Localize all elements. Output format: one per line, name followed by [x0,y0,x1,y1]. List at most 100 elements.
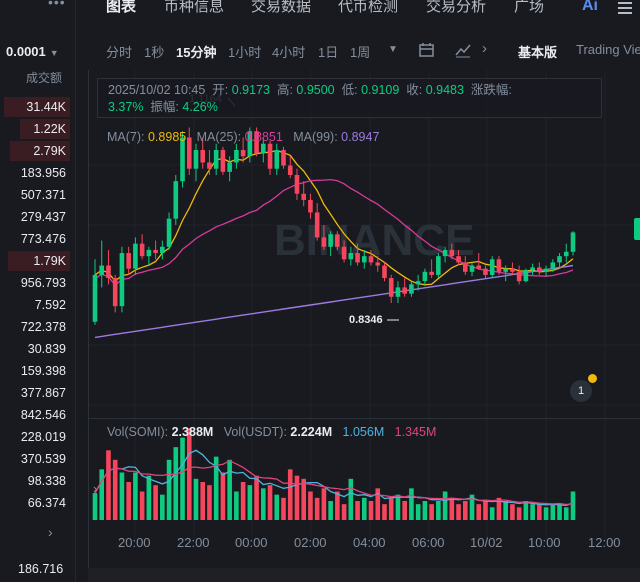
volume-bar [550,504,556,520]
volume-row: 773.476 [0,228,75,250]
volume-bar [261,488,266,520]
top-nav: 图表 币种信息 交易数据 代币检测 交易分析 广场 Ai [76,0,640,22]
volume-value: 370.539 [20,452,66,466]
candle-body [550,262,556,269]
candle-body [355,253,360,263]
amplitude-value: 4.26% [182,100,218,114]
candle-body [220,149,226,172]
ma7-label: MA(7): [107,130,145,144]
volume-bar [186,428,192,520]
tab-square[interactable]: 广场 [514,0,545,15]
timeframe-1w[interactable]: 1周 [350,45,371,60]
volume-bar [274,494,280,520]
timeframe-15m[interactable]: 15分钟 [176,45,217,60]
candle-body [126,253,131,269]
candle-body [106,265,111,279]
volume-column-header: 成交额 [26,71,63,85]
x-axis-tick-label: 06:00 [412,535,445,550]
volume-row: 159.398 [0,360,75,382]
volume-value: 159.398 [20,364,66,378]
timeframe-dropdown-icon[interactable]: ▼ [388,44,398,55]
candle-body [247,131,253,157]
ma99-value: 0.8947 [341,130,380,144]
expand-chevron-icon: › [93,481,97,496]
volume-row: 30.839 [0,338,75,360]
indicator-icon[interactable] [454,42,472,58]
volume-bar [227,459,232,520]
change-label: 涨跌幅: [470,83,512,97]
ma25-value: 0.8851 [244,130,283,144]
chevron-right-icon[interactable]: › [482,40,487,57]
volume-bar [361,497,367,520]
volume-row: 842.546 [0,404,75,426]
volume-bar [328,501,333,520]
x-axis-tick-label: 10/02 [470,535,503,550]
candle-body [321,237,327,247]
calendar-settings-icon[interactable] [418,42,436,58]
candle-body [361,256,367,263]
chevron-right-icon[interactable]: › [48,524,53,540]
volume-bar [133,472,138,520]
volume-bar [523,501,529,520]
candle-body [294,174,300,194]
volume-legend: Vol(SOMI): 2.388M Vol(USDT): 2.224M 1.05… [107,425,436,439]
x-axis-tick-label: 10:00 [528,535,561,550]
volume-bar [429,504,434,520]
candle-body [368,256,374,263]
timeframe-time[interactable]: 分时 [106,45,133,60]
volume-bar [106,450,111,520]
ai-icon[interactable]: Ai [582,0,598,14]
tradingview-button[interactable]: Trading View [576,42,640,57]
timeframe-1s[interactable]: 1秒 [144,45,165,60]
volume-value: 30.839 [27,342,66,356]
volume-bar [308,491,313,520]
tab-trade-analysis[interactable]: 交易分析 [426,0,487,15]
basic-view-button[interactable]: 基本版 [518,45,558,60]
tab-token-info[interactable]: 币种信息 [164,0,225,15]
volume-bar [489,507,495,520]
volume-row: 370.539 [0,448,75,470]
volume-row: 66.374 [0,492,75,514]
volume-bar [294,475,300,520]
notification-dot [588,374,597,383]
volume-value: 66.374 [27,496,66,510]
candle-body [530,267,535,270]
volume-bar [207,485,212,520]
candle-body [180,137,185,182]
candle-body [207,162,212,169]
volume-value: 1.79K [33,254,66,268]
volume-bar [570,491,576,520]
volume-value: 31.44K [26,100,66,114]
candle-body [173,181,179,219]
chart-panel[interactable]: BINANCE1.11640.8346› [88,70,640,582]
precision-value: 0.0001 [6,44,46,59]
candle-body [341,246,347,260]
timeframe-1d[interactable]: 1日 [318,45,339,60]
more-options-icon[interactable]: ••• [48,0,66,10]
open-value: 0.9173 [231,83,270,97]
candle-body [281,149,286,166]
candle-body [503,268,508,272]
candlestick-chart[interactable]: BINANCE1.11640.8346› [89,70,640,582]
candle-body [415,281,421,285]
candle-body [516,271,522,282]
timeframe-4h[interactable]: 4小时 [272,45,306,60]
tab-trade-data[interactable]: 交易数据 [251,0,312,15]
open-label: 开: [212,83,229,97]
ohlc-date: 2025/10/02 10:45 [108,83,206,97]
tab-chart[interactable]: 图表 [106,0,137,15]
candle-body [436,256,441,275]
menu-icon[interactable] [618,0,632,17]
volume-ma1-line [94,449,574,507]
event-marker-icon[interactable]: 1 [570,380,592,402]
volume-bar [355,501,360,520]
precision-selector[interactable]: 0.0001 ▼ [6,44,59,59]
timeframe-1h[interactable]: 1小时 [228,45,262,60]
tab-token-check[interactable]: 代币检测 [338,0,399,15]
candle-body [274,149,280,169]
volume-value: 956.793 [20,276,66,290]
candle-body [523,269,529,282]
candle-body [456,256,461,263]
volume-row: 956.793 [0,272,75,294]
candle-body [543,268,549,272]
